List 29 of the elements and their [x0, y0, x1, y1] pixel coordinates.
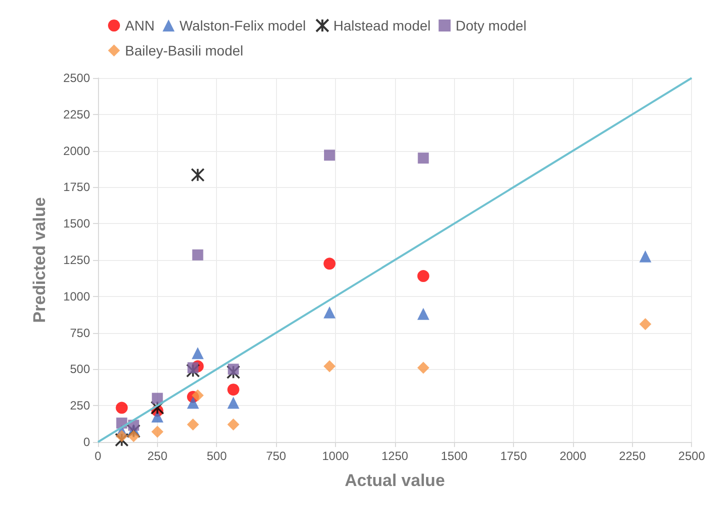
y-tick-label: 750 — [70, 326, 90, 340]
x-tick-label: 1500 — [440, 449, 468, 463]
x-tick-label: 1250 — [381, 449, 408, 463]
y-tick-label: 1250 — [63, 253, 90, 267]
y-tick-label: 500 — [70, 362, 90, 376]
y-tick-label: 2250 — [63, 107, 90, 122]
y-tick-label: 0 — [83, 435, 90, 449]
y-tick-label: 1000 — [63, 289, 90, 304]
legend-label: Walston-Felix model — [180, 18, 306, 34]
legend-label: ANN — [125, 18, 155, 34]
x-tick-label: 0 — [94, 449, 102, 463]
y-tick-label: 1500 — [63, 216, 90, 231]
y-tick-label: 1750 — [63, 180, 90, 194]
x-tick-label: 2250 — [618, 449, 646, 463]
x-tick-label: 1000 — [322, 449, 350, 463]
x-tick-label: 500 — [206, 449, 228, 463]
x-tick-label: 2000 — [560, 449, 587, 463]
y-tick-label: 2500 — [63, 71, 90, 85]
legend-label: Bailey-Basili model — [125, 42, 244, 58]
legend-label: Halstead model — [333, 18, 431, 34]
y-tick-label: 2000 — [63, 144, 90, 158]
x-tick-label: 1750 — [500, 449, 528, 463]
y-tick-label: 250 — [70, 398, 90, 413]
x-tick-label: 2500 — [678, 449, 706, 463]
y-axis-title: Predicted value — [30, 197, 49, 323]
x-tick-label: 250 — [147, 449, 168, 463]
legend-label: Doty model — [456, 18, 526, 34]
x-tick-label: 750 — [266, 449, 286, 463]
x-axis-title: Actual value — [344, 471, 445, 490]
